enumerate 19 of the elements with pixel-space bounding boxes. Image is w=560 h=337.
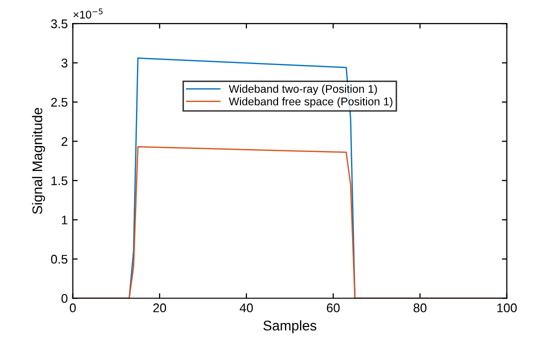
x-tick-label: 0	[70, 303, 76, 312]
text: ×10$^{−5}$	[74, 8, 103, 19]
legend-label: Wideband two-ray (Position 1)	[228, 84, 377, 96]
x-tick-label: 80	[414, 303, 426, 312]
y-tick-label: 0.5	[51, 254, 68, 264]
y-tick-label: 0	[61, 294, 68, 303]
y-tick-label: 1.5	[52, 176, 68, 186]
y-tick-label: 2	[62, 137, 68, 146]
x-tick-label: 60	[326, 303, 340, 312]
y-tick-label: 1	[62, 216, 68, 224]
legend-label: Wideband free space (Position 1)	[228, 97, 392, 108]
y-tick-label: 3.5	[51, 19, 68, 28]
x-axis-title: Samples	[263, 320, 316, 334]
x-tick-label: 20	[153, 303, 166, 312]
y-axis-title: Signal Magnitude	[32, 108, 46, 214]
x-tick-label: 100	[497, 303, 517, 312]
y-tick-label: 3	[61, 58, 68, 68]
x-tick-label: 40	[240, 303, 253, 312]
y-tick-label: 2.5	[51, 98, 68, 107]
